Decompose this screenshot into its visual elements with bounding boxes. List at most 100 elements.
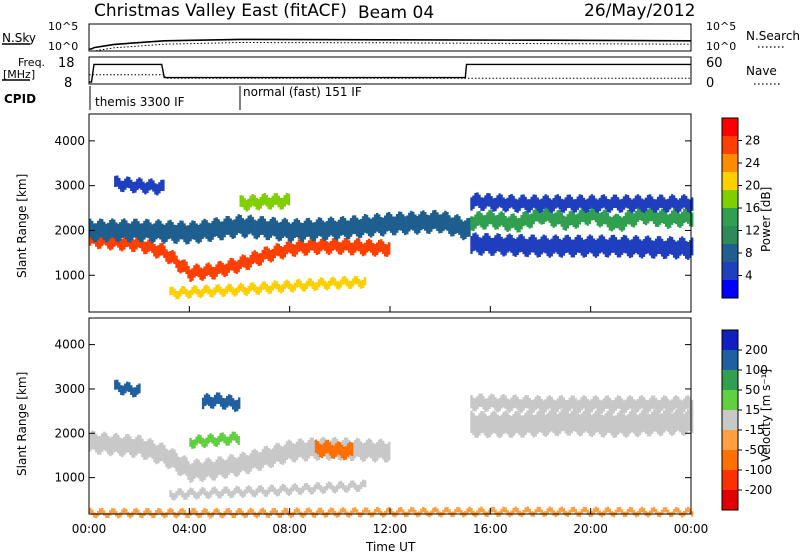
nave-label: Nave xyxy=(746,64,777,78)
heatmap-cell xyxy=(265,283,268,292)
heatmap-cell xyxy=(140,178,143,190)
colorbar-tick-label: -200 xyxy=(745,483,772,497)
heatmap-cell xyxy=(265,446,268,465)
heatmap-cell xyxy=(646,400,650,414)
heatmap-cell xyxy=(574,199,577,213)
heatmap-cell xyxy=(586,399,590,413)
heatmap-cell xyxy=(343,237,347,251)
heatmap-cell xyxy=(558,196,561,210)
heatmap-cell xyxy=(345,220,349,240)
heatmap-cell xyxy=(311,487,315,495)
heatmap-cell xyxy=(118,177,121,190)
heatmap-cell xyxy=(650,395,654,409)
heatmap-cell xyxy=(546,413,549,436)
heatmap-cell xyxy=(277,195,280,208)
heatmap-cell xyxy=(297,508,301,514)
heatmap-cell xyxy=(345,237,349,251)
heatmap-cell xyxy=(454,509,457,515)
heatmap-cell xyxy=(249,486,252,494)
heatmap-cell xyxy=(207,394,211,407)
heatmap-cell xyxy=(146,181,149,194)
heatmap-cell xyxy=(363,214,367,233)
heatmap-cell xyxy=(237,508,240,514)
heatmap-cell xyxy=(604,507,608,513)
heatmap-cell xyxy=(498,193,501,207)
heatmap-cell xyxy=(118,382,121,393)
heatmap-cell xyxy=(622,196,626,210)
heatmap-cell xyxy=(317,279,321,288)
heatmap-cell xyxy=(191,220,194,240)
heatmap-cell xyxy=(518,399,521,413)
heatmap-cell xyxy=(530,234,533,253)
heatmap-cell xyxy=(261,216,264,235)
heatmap-cell xyxy=(109,238,112,251)
colorbar-tick-label: 200 xyxy=(745,343,768,357)
heatmap-cell xyxy=(335,280,339,289)
heatmap-cell xyxy=(672,396,676,410)
heatmap-cell xyxy=(173,251,176,264)
heatmap-cell xyxy=(317,241,321,255)
colorbar-swatch xyxy=(722,280,738,299)
heatmap-cell xyxy=(602,209,606,225)
heatmap-cell xyxy=(129,223,132,243)
heatmap-cell xyxy=(177,222,180,242)
heatmap-cell xyxy=(566,214,569,229)
heatmap-cell xyxy=(689,408,692,431)
heatmap-cell xyxy=(171,509,174,515)
heatmap-cell xyxy=(305,508,309,514)
heatmap-cell xyxy=(474,512,477,518)
heatmap-cell xyxy=(225,285,228,294)
heatmap-cell xyxy=(556,210,559,225)
y-tick-label: 4000 xyxy=(54,338,85,352)
heatmap-cell xyxy=(148,179,151,191)
heatmap-cell xyxy=(522,236,525,255)
heatmap-cell xyxy=(271,484,274,492)
heatmap-cell xyxy=(554,212,557,227)
heatmap-cell xyxy=(494,235,497,254)
heatmap-cell xyxy=(116,175,119,187)
heatmap-cell xyxy=(183,223,186,243)
heatmap-cell xyxy=(414,510,417,516)
heatmap-cell xyxy=(396,510,399,516)
heatmap-cell xyxy=(566,400,569,414)
heatmap-cell xyxy=(323,222,327,241)
heatmap-cell xyxy=(580,207,583,222)
heatmap-cell xyxy=(205,508,208,515)
heatmap-cell xyxy=(367,510,371,516)
heatmap-cell xyxy=(231,512,234,518)
heatmap-cell xyxy=(130,179,133,191)
heatmap-cell xyxy=(319,507,323,513)
heatmap-cell xyxy=(226,396,229,408)
heatmap-cell xyxy=(207,457,210,477)
heatmap-cell xyxy=(365,507,369,513)
heatmap-cell xyxy=(552,399,555,413)
heatmap-cell xyxy=(496,233,499,252)
heatmap-cell xyxy=(251,449,254,469)
heatmap-cell xyxy=(522,510,525,516)
heatmap-cell xyxy=(512,213,515,228)
heatmap-cell xyxy=(241,284,244,293)
heatmap-cell xyxy=(614,509,618,516)
heatmap-cell xyxy=(271,195,274,208)
heatmap-cell xyxy=(311,280,315,289)
heatmap-cell xyxy=(319,238,323,252)
heatmap-cell xyxy=(500,211,503,226)
heatmap-cell xyxy=(259,216,262,235)
heatmap-cell xyxy=(197,224,200,244)
heatmap-cell xyxy=(490,412,493,435)
heatmap-cell xyxy=(125,434,128,453)
heatmap-cell xyxy=(672,195,676,209)
heatmap-cell xyxy=(199,267,202,280)
heatmap-cell xyxy=(154,183,157,195)
heatmap-cell xyxy=(91,509,94,515)
heatmap-cell xyxy=(570,210,573,225)
heatmap-cell xyxy=(365,214,369,234)
heatmap-cell xyxy=(666,198,670,213)
heatmap-cell xyxy=(526,395,529,409)
heatmap-cell xyxy=(175,453,178,472)
heatmap-cell xyxy=(285,487,289,495)
heatmap-cell xyxy=(135,237,138,250)
heatmap-cell xyxy=(227,508,230,514)
heatmap-cell xyxy=(277,222,280,242)
